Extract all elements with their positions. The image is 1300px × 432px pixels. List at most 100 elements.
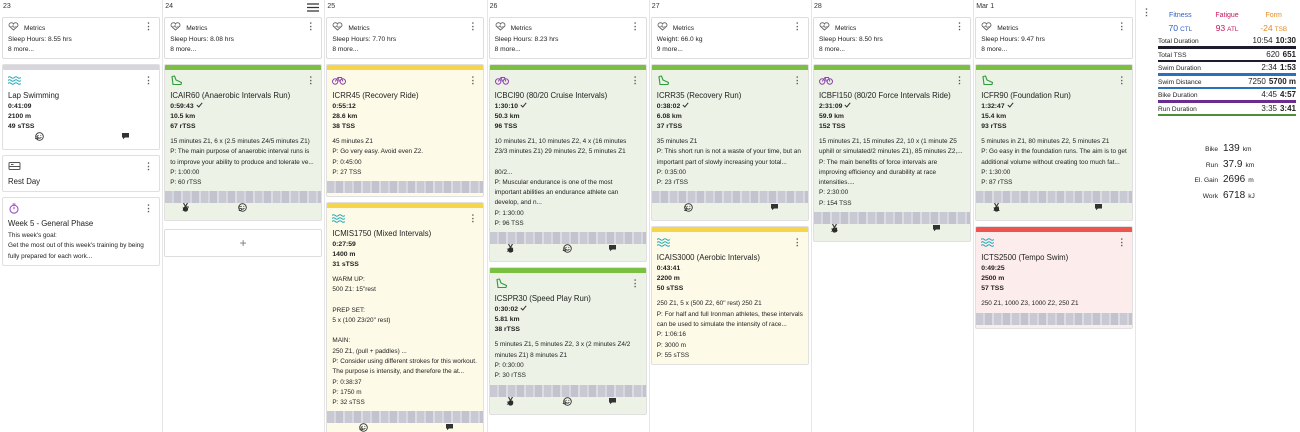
workout-graph bbox=[976, 312, 1133, 325]
card-menu[interactable]: ⋮ bbox=[955, 75, 964, 85]
workout-card[interactable]: ICRR45 (Recovery Ride) 0:55:12 28.6 km 38 T… bbox=[326, 64, 485, 198]
metrics-more[interactable]: 8 more... bbox=[170, 46, 197, 53]
card-footer: x1 bbox=[981, 203, 1127, 217]
planned-info: P: 30 rTSS bbox=[494, 372, 526, 380]
workout-card[interactable]: ICTS2500 (Tempo Swim) 0:49:25 2500 m 57 TSS… bbox=[975, 226, 1134, 329]
card-menu[interactable]: ⋮ bbox=[792, 75, 802, 85]
workout-graph bbox=[165, 191, 322, 204]
comments[interactable] bbox=[121, 132, 130, 140]
metrics-card[interactable]: Metrics ⋮ Sleep Hours: 8.23 hrs 8 more... bbox=[488, 17, 647, 59]
metrics-menu[interactable]: ⋮ bbox=[955, 21, 964, 31]
summary-menu[interactable]: ⋮ bbox=[1142, 7, 1151, 17]
progress-bar bbox=[1158, 113, 1296, 116]
metrics-card[interactable]: Metrics ⋮ Sleep Hours: 8.55 hrs 8 more... bbox=[2, 17, 160, 59]
menu-icon[interactable] bbox=[307, 3, 319, 12]
metrics-card[interactable]: Metrics ⋮ Sleep Hours: 8.50 hrs 8 more... bbox=[813, 17, 971, 59]
status-stripe bbox=[165, 65, 322, 70]
add-workout-button[interactable]: + bbox=[164, 229, 323, 258]
planned-info: P: For half and full Ironman athletes, t… bbox=[656, 310, 803, 329]
card-menu[interactable]: ⋮ bbox=[144, 75, 153, 85]
total-unit: m bbox=[1248, 177, 1254, 184]
distance: 28.6 km bbox=[332, 113, 358, 120]
metrics-menu[interactable]: ⋮ bbox=[144, 21, 153, 31]
separator bbox=[811, 0, 812, 432]
metrics-card[interactable]: Metrics ⋮ Weight: 66.0 kg 9 more... bbox=[650, 17, 809, 59]
workout-card[interactable]: ICAIR60 (Anaerobic Intervals Run) 0:59:43… bbox=[164, 64, 323, 222]
icon-part bbox=[567, 399, 569, 401]
description: PREP SET: 5 x (100 Z3/20" rest) bbox=[332, 306, 391, 325]
card-menu[interactable]: ⋮ bbox=[630, 75, 640, 85]
card-menu[interactable]: ⋮ bbox=[468, 75, 478, 85]
workout-card[interactable]: ICMIS1750 (Mixed Intervals) 0:27:59 1400 m… bbox=[326, 202, 485, 432]
workout-card[interactable]: Week 5 - General Phase This week's goal: … bbox=[2, 197, 160, 266]
workout-card[interactable]: Rest Day ⋮ bbox=[2, 155, 160, 192]
card-menu[interactable]: ⋮ bbox=[630, 278, 640, 289]
comments[interactable] bbox=[770, 203, 779, 211]
workout-card[interactable]: ICFR90 (Foundation Run) 1:32:47 15.4 km 93 … bbox=[975, 64, 1134, 222]
metrics-menu[interactable]: ⋮ bbox=[1117, 21, 1127, 31]
duration: 0:55:12 bbox=[332, 102, 478, 112]
description: 35 minutes Z1 bbox=[656, 138, 698, 145]
row-label: Swim Duration bbox=[1158, 65, 1201, 72]
metrics-menu[interactable]: ⋮ bbox=[468, 21, 478, 31]
card-menu[interactable]: ⋮ bbox=[306, 75, 316, 85]
metrics-card[interactable]: Metrics ⋮ Sleep Hours: 8.08 hrs 8 more... bbox=[164, 17, 323, 59]
metrics-more[interactable]: 8 more... bbox=[332, 46, 359, 53]
score-label: Form bbox=[1265, 12, 1282, 19]
icon-part bbox=[982, 75, 994, 86]
comments[interactable] bbox=[932, 224, 941, 232]
progress-bar bbox=[1158, 100, 1296, 103]
metrics-more[interactable]: 8 more... bbox=[494, 46, 521, 53]
metrics-more[interactable]: 8 more... bbox=[8, 46, 35, 53]
card-footer: x8 4 bbox=[495, 244, 641, 258]
card-menu[interactable]: ⋮ bbox=[468, 213, 478, 224]
duration: 0:41:09 bbox=[8, 102, 154, 112]
metrics-more[interactable]: 8 more... bbox=[819, 46, 846, 53]
metrics-menu[interactable]: ⋮ bbox=[306, 21, 316, 31]
icon-part bbox=[494, 78, 501, 85]
sport-icon bbox=[495, 278, 641, 292]
planned-value: 3:41 bbox=[1279, 103, 1296, 113]
card-menu[interactable]: ⋮ bbox=[144, 161, 153, 171]
total-value: 37.9 bbox=[1223, 158, 1243, 170]
card-title: ICBFI150 (80/20 Force Intervals Ride) bbox=[819, 91, 951, 100]
comments[interactable] bbox=[608, 244, 617, 252]
workout-card[interactable]: ICBFI150 (80/20 Force Intervals Ride) 2:3… bbox=[813, 64, 971, 243]
reaction-count: 4 bbox=[35, 135, 39, 142]
workout-card[interactable]: ICBCI90 (80/20 Cruise Intervals) 1:30:10 5… bbox=[488, 64, 647, 263]
icon-part bbox=[9, 164, 20, 167]
card-body: ICRR35 (Recovery Run) 0:38:02 6.08 km 37 rT… bbox=[651, 70, 808, 220]
duration: 0:38:02 bbox=[657, 102, 803, 112]
card-menu[interactable]: ⋮ bbox=[792, 237, 802, 248]
workout-card[interactable]: Lap Swimming 0:41:09 2100 m 49 sTSS 4 ⋮ bbox=[2, 64, 160, 150]
duration-value: 0:38:02 bbox=[656, 103, 681, 110]
workout-card[interactable]: ICAIS3000 (Aerobic Intervals) 0:43:41 2200… bbox=[650, 226, 809, 366]
metrics-menu[interactable]: ⋮ bbox=[630, 21, 640, 31]
comments[interactable] bbox=[445, 423, 454, 431]
metrics-card[interactable]: Metrics ⋮ Sleep Hours: 7.70 hrs 8 more... bbox=[326, 17, 485, 59]
icon-part bbox=[40, 134, 42, 136]
workout-card[interactable]: ICSPR30 (Speed Play Run) 0:30:02 5.81 km 38… bbox=[488, 267, 647, 415]
card-menu[interactable]: ⋮ bbox=[1117, 75, 1127, 85]
status-stripe bbox=[814, 65, 970, 70]
icon-part bbox=[334, 24, 342, 29]
metrics-card[interactable]: Metrics ⋮ Sleep Hours: 9.47 hrs 8 more... bbox=[975, 17, 1134, 59]
metrics-more[interactable]: 8 more... bbox=[981, 46, 1008, 53]
row-values: 10:54 10:30 bbox=[1253, 36, 1297, 46]
metrics-menu[interactable]: ⋮ bbox=[792, 21, 802, 31]
reaction-count: 3 bbox=[683, 206, 688, 214]
icon-part bbox=[994, 206, 1000, 213]
sport-icon bbox=[656, 237, 803, 251]
metrics-more[interactable]: 9 more... bbox=[656, 46, 683, 53]
workout-card[interactable]: ICRR35 (Recovery Run) 0:38:02 6.08 km 37 rT… bbox=[650, 64, 809, 222]
icon-part bbox=[8, 22, 19, 31]
metrics-title: Metrics bbox=[510, 24, 532, 32]
comments[interactable] bbox=[1094, 203, 1103, 211]
card-menu[interactable]: ⋮ bbox=[144, 203, 153, 213]
icon-part bbox=[170, 22, 181, 31]
comments[interactable] bbox=[608, 397, 617, 405]
award-count: x1 bbox=[993, 206, 1001, 214]
progress-bar bbox=[1158, 46, 1296, 49]
card-menu[interactable]: ⋮ bbox=[1117, 237, 1127, 248]
summary-row: Total Duration 10:54 10:30 bbox=[1158, 36, 1296, 50]
